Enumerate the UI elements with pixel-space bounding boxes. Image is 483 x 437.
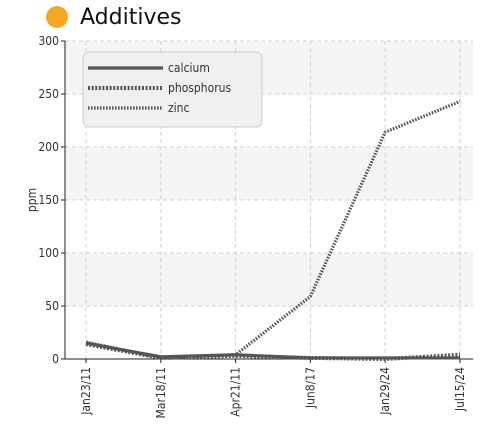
title-dot-icon bbox=[46, 6, 68, 28]
legend-label-zinc: zinc bbox=[168, 101, 190, 115]
y-ticks: 0 50 100 150 200 250 300 bbox=[38, 34, 65, 366]
x-tick-label: Jan23/11 bbox=[79, 367, 93, 416]
legend-label-calcium: calcium bbox=[168, 61, 210, 75]
grid-band bbox=[65, 147, 473, 200]
x-tick-label: Jul15/24 bbox=[453, 367, 467, 412]
y-tick-label: 150 bbox=[38, 193, 59, 207]
y-tick-label: 300 bbox=[38, 34, 59, 48]
x-tick-label: Mar18/11 bbox=[154, 367, 168, 418]
series-lines bbox=[85, 99, 461, 361]
x-tick-label: Apr21/11 bbox=[229, 367, 243, 417]
grid-horizontal bbox=[65, 40, 473, 307]
x-tick-label: Jun8/17 bbox=[303, 367, 317, 409]
y-tick-label: 100 bbox=[38, 246, 59, 260]
series-line-zinc bbox=[85, 99, 461, 360]
y-tick-label: 200 bbox=[38, 140, 59, 154]
chart-title: Additives bbox=[80, 4, 182, 30]
grid-band bbox=[65, 253, 473, 306]
series-line-phosphorus bbox=[85, 342, 461, 361]
y-axis-label: ppm bbox=[25, 188, 39, 212]
x-tick-label: Jan29/24 bbox=[378, 367, 392, 416]
y-tick-label: 50 bbox=[45, 299, 59, 313]
y-tick-label: 0 bbox=[52, 352, 59, 366]
chart-title-wrap: Additives bbox=[46, 2, 181, 32]
y-tick-label: 250 bbox=[38, 87, 59, 101]
x-ticks: Jan23/11 Mar18/11 Apr21/11 Jun8/17 Jan29/24 J… bbox=[79, 359, 467, 418]
plot-bands bbox=[65, 41, 473, 306]
legend-label-phosphorus: phosphorus bbox=[168, 81, 232, 95]
legend: calcium phosphorus zinc bbox=[82, 51, 263, 128]
